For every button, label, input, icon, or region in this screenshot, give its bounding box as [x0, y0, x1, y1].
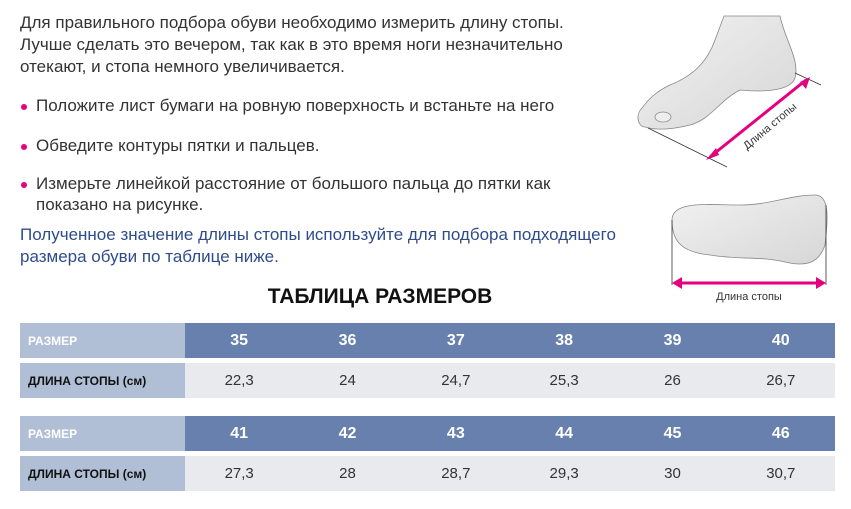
size-cell: 42 — [338, 424, 357, 442]
size-cell: 39 — [663, 331, 682, 349]
note-text: Полученное значение длины стопы использу… — [20, 225, 616, 266]
bullet-dot-icon — [21, 182, 27, 188]
size-cell: 36 — [338, 331, 357, 349]
bullet-text: Положите лист бумаги на ровную поверхнос… — [36, 96, 555, 115]
length-label: ДЛИНА СТОПЫ (см) — [20, 456, 185, 491]
bullet-text: Измерьте линейкой расстояние от большого… — [36, 174, 551, 214]
intro-text: Для правильного подбора обуви необходимо… — [20, 13, 564, 76]
size-cell: 37 — [446, 331, 465, 349]
length-cell: 28 — [339, 465, 356, 482]
length-cell: 30 — [664, 465, 681, 482]
bullet-dot-icon — [21, 104, 27, 110]
size-cell: 38 — [555, 331, 574, 349]
foot-sole-label: Длина стопы — [716, 291, 782, 303]
size-row: РАЗМЕР 35 36 37 38 39 40 — [20, 323, 835, 358]
size-table-2: РАЗМЕР 41 42 43 44 45 46 ДЛИНА СТОПЫ (см… — [20, 416, 835, 491]
size-cell: 43 — [446, 424, 465, 442]
size-cell: 44 — [555, 424, 574, 442]
length-cell: 30,7 — [766, 465, 796, 482]
size-cell: 40 — [771, 331, 790, 349]
length-cell: 28,7 — [441, 465, 471, 482]
size-label: РАЗМЕР — [20, 323, 185, 358]
bullet-item: Положите лист бумаги на ровную поверхнос… — [20, 95, 554, 116]
length-row: ДЛИНА СТОПЫ (см) 27,3 28 28,7 29,3 30 30… — [20, 456, 835, 491]
length-cell: 27,3 — [224, 465, 254, 482]
size-cell: 45 — [663, 424, 682, 442]
size-row: РАЗМЕР 41 42 43 44 45 46 — [20, 416, 835, 451]
size-cell: 46 — [771, 424, 790, 442]
length-cell: 24 — [339, 372, 356, 389]
length-cell: 24,7 — [441, 372, 471, 389]
length-cell: 26,7 — [766, 372, 796, 389]
foot-sole-illustration: Длина стопы — [671, 194, 828, 303]
bullet-item: Обведите контуры пятки и пальцев. — [20, 135, 320, 156]
foot-side-illustration: Длина стопы — [637, 15, 822, 168]
length-cell: 26 — [664, 372, 681, 389]
bullet-dot-icon — [21, 144, 27, 150]
size-cell: 35 — [230, 331, 249, 349]
length-label: ДЛИНА СТОПЫ (см) — [20, 363, 185, 398]
length-cell: 22,3 — [224, 372, 254, 389]
length-cell: 25,3 — [549, 372, 579, 389]
length-row: ДЛИНА СТОПЫ (см) 22,3 24 24,7 25,3 26 26… — [20, 363, 835, 398]
bullet-text: Обведите контуры пятки и пальцев. — [36, 136, 320, 155]
length-cell: 29,3 — [549, 465, 579, 482]
table-title: ТАБЛИЦА РАЗМЕРОВ — [267, 285, 493, 308]
size-label: РАЗМЕР — [20, 416, 185, 451]
size-table-1: РАЗМЕР 35 36 37 38 39 40 ДЛИНА СТОПЫ (см… — [20, 323, 835, 398]
size-cell: 41 — [230, 424, 249, 442]
bullet-item: Измерьте линейкой расстояние от большого… — [20, 173, 600, 215]
